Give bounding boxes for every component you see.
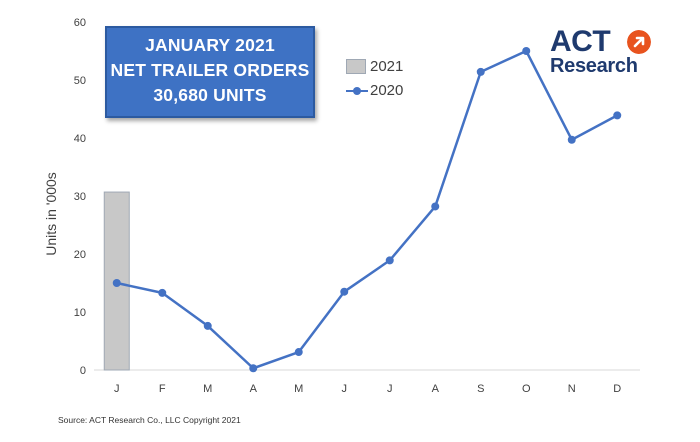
y-tick-label: 0 — [80, 365, 86, 377]
callout-line-3: 30,680 UNITS — [153, 85, 267, 105]
line-2020 — [116, 49, 618, 370]
line-series-2020 — [112, 47, 622, 373]
point-2020 — [385, 256, 394, 265]
y-axis-label: Units in '000s — [43, 172, 59, 256]
y-tick-label: 40 — [74, 133, 86, 145]
x-tick-label: S — [477, 383, 484, 395]
x-tick-label: M — [203, 383, 212, 395]
headline-callout: JANUARY 2021 NET TRAILER ORDERS 30,680 U… — [105, 26, 315, 118]
point-2020 — [613, 111, 622, 120]
x-tick-label: D — [613, 383, 621, 395]
x-tick-label: A — [432, 383, 440, 395]
callout-line-1: JANUARY 2021 — [145, 35, 275, 55]
logo-text-bottom: Research — [550, 55, 638, 77]
act-research-logo: ACT Research — [550, 25, 660, 77]
legend-item-2021: 2021 — [346, 54, 403, 78]
point-2020 — [203, 321, 212, 330]
source-note: Source: ACT Research Co., LLC Copyright … — [58, 415, 241, 425]
legend-swatch-line — [346, 84, 368, 97]
y-tick-label: 20 — [74, 249, 86, 261]
point-2020 — [249, 364, 258, 373]
x-tick-label: N — [568, 383, 576, 395]
x-tick-label: F — [159, 383, 166, 395]
x-tick-label: O — [522, 383, 531, 395]
x-tick-label: J — [342, 383, 348, 395]
chart-legend: 2021 2020 — [346, 54, 403, 102]
point-2020 — [567, 135, 576, 144]
x-tick-label: J — [114, 383, 120, 395]
y-tick-label: 50 — [74, 75, 86, 87]
point-2020 — [431, 202, 440, 211]
point-2020 — [112, 279, 121, 287]
legend-label-2020: 2020 — [370, 81, 404, 99]
tick-labels: 0 10 20 30 40 50 60 Units in '000s J F M A M J J A S O N D — [43, 17, 621, 395]
callout-line-2: NET TRAILER ORDERS — [110, 60, 310, 80]
arrow-up-right-icon — [627, 30, 651, 54]
x-tick-label: J — [387, 383, 393, 395]
x-tick-label: A — [250, 383, 258, 395]
y-tick-label: 30 — [74, 191, 86, 203]
x-tick-label: M — [294, 383, 303, 395]
point-2020 — [158, 288, 167, 297]
y-tick-label: 10 — [74, 307, 86, 319]
point-2020 — [522, 47, 531, 55]
logo-text-top: ACT — [550, 25, 611, 58]
point-2020 — [476, 67, 485, 76]
y-tick-label: 60 — [74, 17, 86, 29]
legend-swatch-bar — [346, 58, 366, 74]
legend-item-2020: 2020 — [346, 78, 403, 102]
point-2020 — [294, 348, 303, 357]
point-2020 — [340, 287, 349, 296]
legend-label-2021: 2021 — [370, 57, 404, 75]
